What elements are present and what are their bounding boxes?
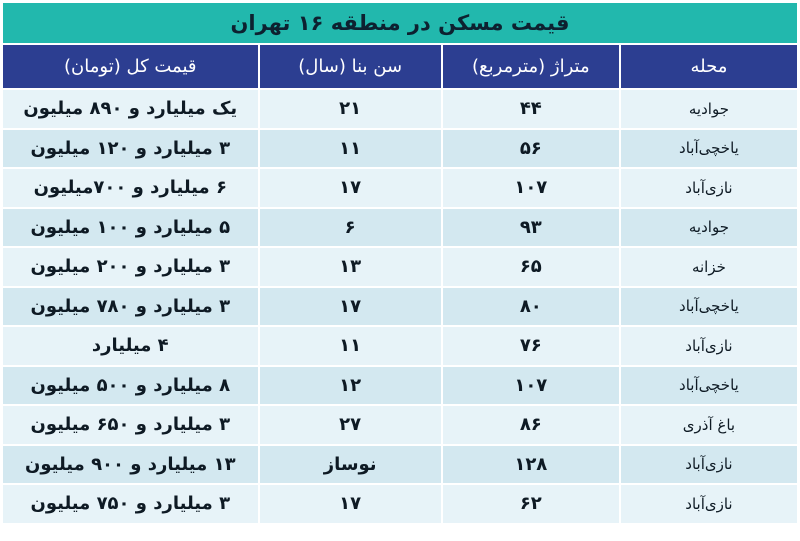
- cell-total-price: ۳ میلیارد و ۶۵۰ میلیون: [3, 406, 258, 444]
- table-row: باغ آذری ۸۶ ۲۷ ۳ میلیارد و ۶۵۰ میلیون: [3, 406, 797, 444]
- cell-total-price: ۵ میلیارد و ۱۰۰ میلیون: [3, 208, 258, 246]
- cell-total-price: ۶ میلیارد و ۷۰۰میلیون: [3, 169, 258, 207]
- cell-area: ۸۶: [442, 406, 619, 444]
- table-row: جوادیه ۹۳ ۶ ۵ میلیارد و ۱۰۰ میلیون: [3, 208, 797, 246]
- cell-area: ۹۳: [442, 208, 619, 246]
- cell-total-price: ۴ میلیارد: [3, 327, 258, 365]
- header-row: محله متراژ (مترمربع) سن بنا (سال) قیمت ک…: [3, 45, 797, 88]
- cell-building-age: نوساز: [259, 445, 441, 483]
- header-neighborhood: محله: [620, 45, 797, 88]
- cell-neighborhood: یاخچی‌آباد: [620, 129, 797, 167]
- table-title: قیمت مسکن در منطقه ۱۶ تهران: [3, 3, 797, 43]
- cell-area: ۶۵: [442, 248, 619, 286]
- cell-building-age: ۱۳: [259, 248, 441, 286]
- table-row: جوادیه ۴۴ ۲۱ یک میلیارد و ۸۹۰ میلیون: [3, 90, 797, 128]
- cell-area: ۴۴: [442, 90, 619, 128]
- cell-neighborhood: جوادیه: [620, 208, 797, 246]
- cell-building-age: ۱۷: [259, 169, 441, 207]
- header-area: متراژ (مترمربع): [442, 45, 619, 88]
- cell-total-price: یک میلیارد و ۸۹۰ میلیون: [3, 90, 258, 128]
- cell-total-price: ۳ میلیارد و ۷۸۰ میلیون: [3, 287, 258, 325]
- cell-area: ۶۲: [442, 485, 619, 523]
- cell-building-age: ۱۱: [259, 327, 441, 365]
- cell-total-price: ۳ میلیارد و ۷۵۰ میلیون: [3, 485, 258, 523]
- table-row: یاخچی‌آباد ۸۰ ۱۷ ۳ میلیارد و ۷۸۰ میلیون: [3, 287, 797, 325]
- table-row: نازی‌آباد ۶۲ ۱۷ ۳ میلیارد و ۷۵۰ میلیون: [3, 485, 797, 523]
- cell-neighborhood: جوادیه: [620, 90, 797, 128]
- table-row: نازی‌آباد ۱۲۸ نوساز ۱۳ میلیارد و ۹۰۰ میلیون: [3, 445, 797, 483]
- cell-area: ۱۰۷: [442, 169, 619, 207]
- cell-area: ۱۰۷: [442, 366, 619, 404]
- cell-building-age: ۱۷: [259, 287, 441, 325]
- cell-neighborhood: باغ آذری: [620, 406, 797, 444]
- cell-building-age: ۲۱: [259, 90, 441, 128]
- cell-area: ۱۲۸: [442, 445, 619, 483]
- cell-total-price: ۱۳ میلیارد و ۹۰۰ میلیون: [3, 445, 258, 483]
- cell-neighborhood: یاخچی‌آباد: [620, 287, 797, 325]
- cell-neighborhood: نازی‌آباد: [620, 485, 797, 523]
- price-table: محله متراژ (مترمربع) سن بنا (سال) قیمت ک…: [1, 43, 799, 525]
- table-row: یاخچی‌آباد ۵۶ ۱۱ ۳ میلیارد و ۱۲۰ میلیون: [3, 129, 797, 167]
- table-row: نازی‌آباد ۷۶ ۱۱ ۴ میلیارد: [3, 327, 797, 365]
- table-row: نازی‌آباد ۱۰۷ ۱۷ ۶ میلیارد و ۷۰۰میلیون: [3, 169, 797, 207]
- table-row: یاخچی‌آباد ۱۰۷ ۱۲ ۸ میلیارد و ۵۰۰ میلیون: [3, 366, 797, 404]
- cell-area: ۷۶: [442, 327, 619, 365]
- cell-total-price: ۳ میلیارد و ۱۲۰ میلیون: [3, 129, 258, 167]
- header-total-price: قیمت کل (تومان): [3, 45, 258, 88]
- header-building-age: سن بنا (سال): [259, 45, 441, 88]
- housing-price-table-card: قیمت مسکن در منطقه ۱۶ تهران محله متراژ (…: [3, 3, 797, 525]
- cell-building-age: ۱۱: [259, 129, 441, 167]
- cell-neighborhood: نازی‌آباد: [620, 327, 797, 365]
- cell-building-age: ۶: [259, 208, 441, 246]
- cell-neighborhood: نازی‌آباد: [620, 445, 797, 483]
- cell-area: ۵۶: [442, 129, 619, 167]
- cell-area: ۸۰: [442, 287, 619, 325]
- cell-building-age: ۲۷: [259, 406, 441, 444]
- cell-neighborhood: یاخچی‌آباد: [620, 366, 797, 404]
- cell-total-price: ۸ میلیارد و ۵۰۰ میلیون: [3, 366, 258, 404]
- table-row: خزانه ۶۵ ۱۳ ۳ میلیارد و ۲۰۰ میلیون: [3, 248, 797, 286]
- cell-total-price: ۳ میلیارد و ۲۰۰ میلیون: [3, 248, 258, 286]
- cell-building-age: ۱۷: [259, 485, 441, 523]
- cell-neighborhood: نازی‌آباد: [620, 169, 797, 207]
- cell-building-age: ۱۲: [259, 366, 441, 404]
- cell-neighborhood: خزانه: [620, 248, 797, 286]
